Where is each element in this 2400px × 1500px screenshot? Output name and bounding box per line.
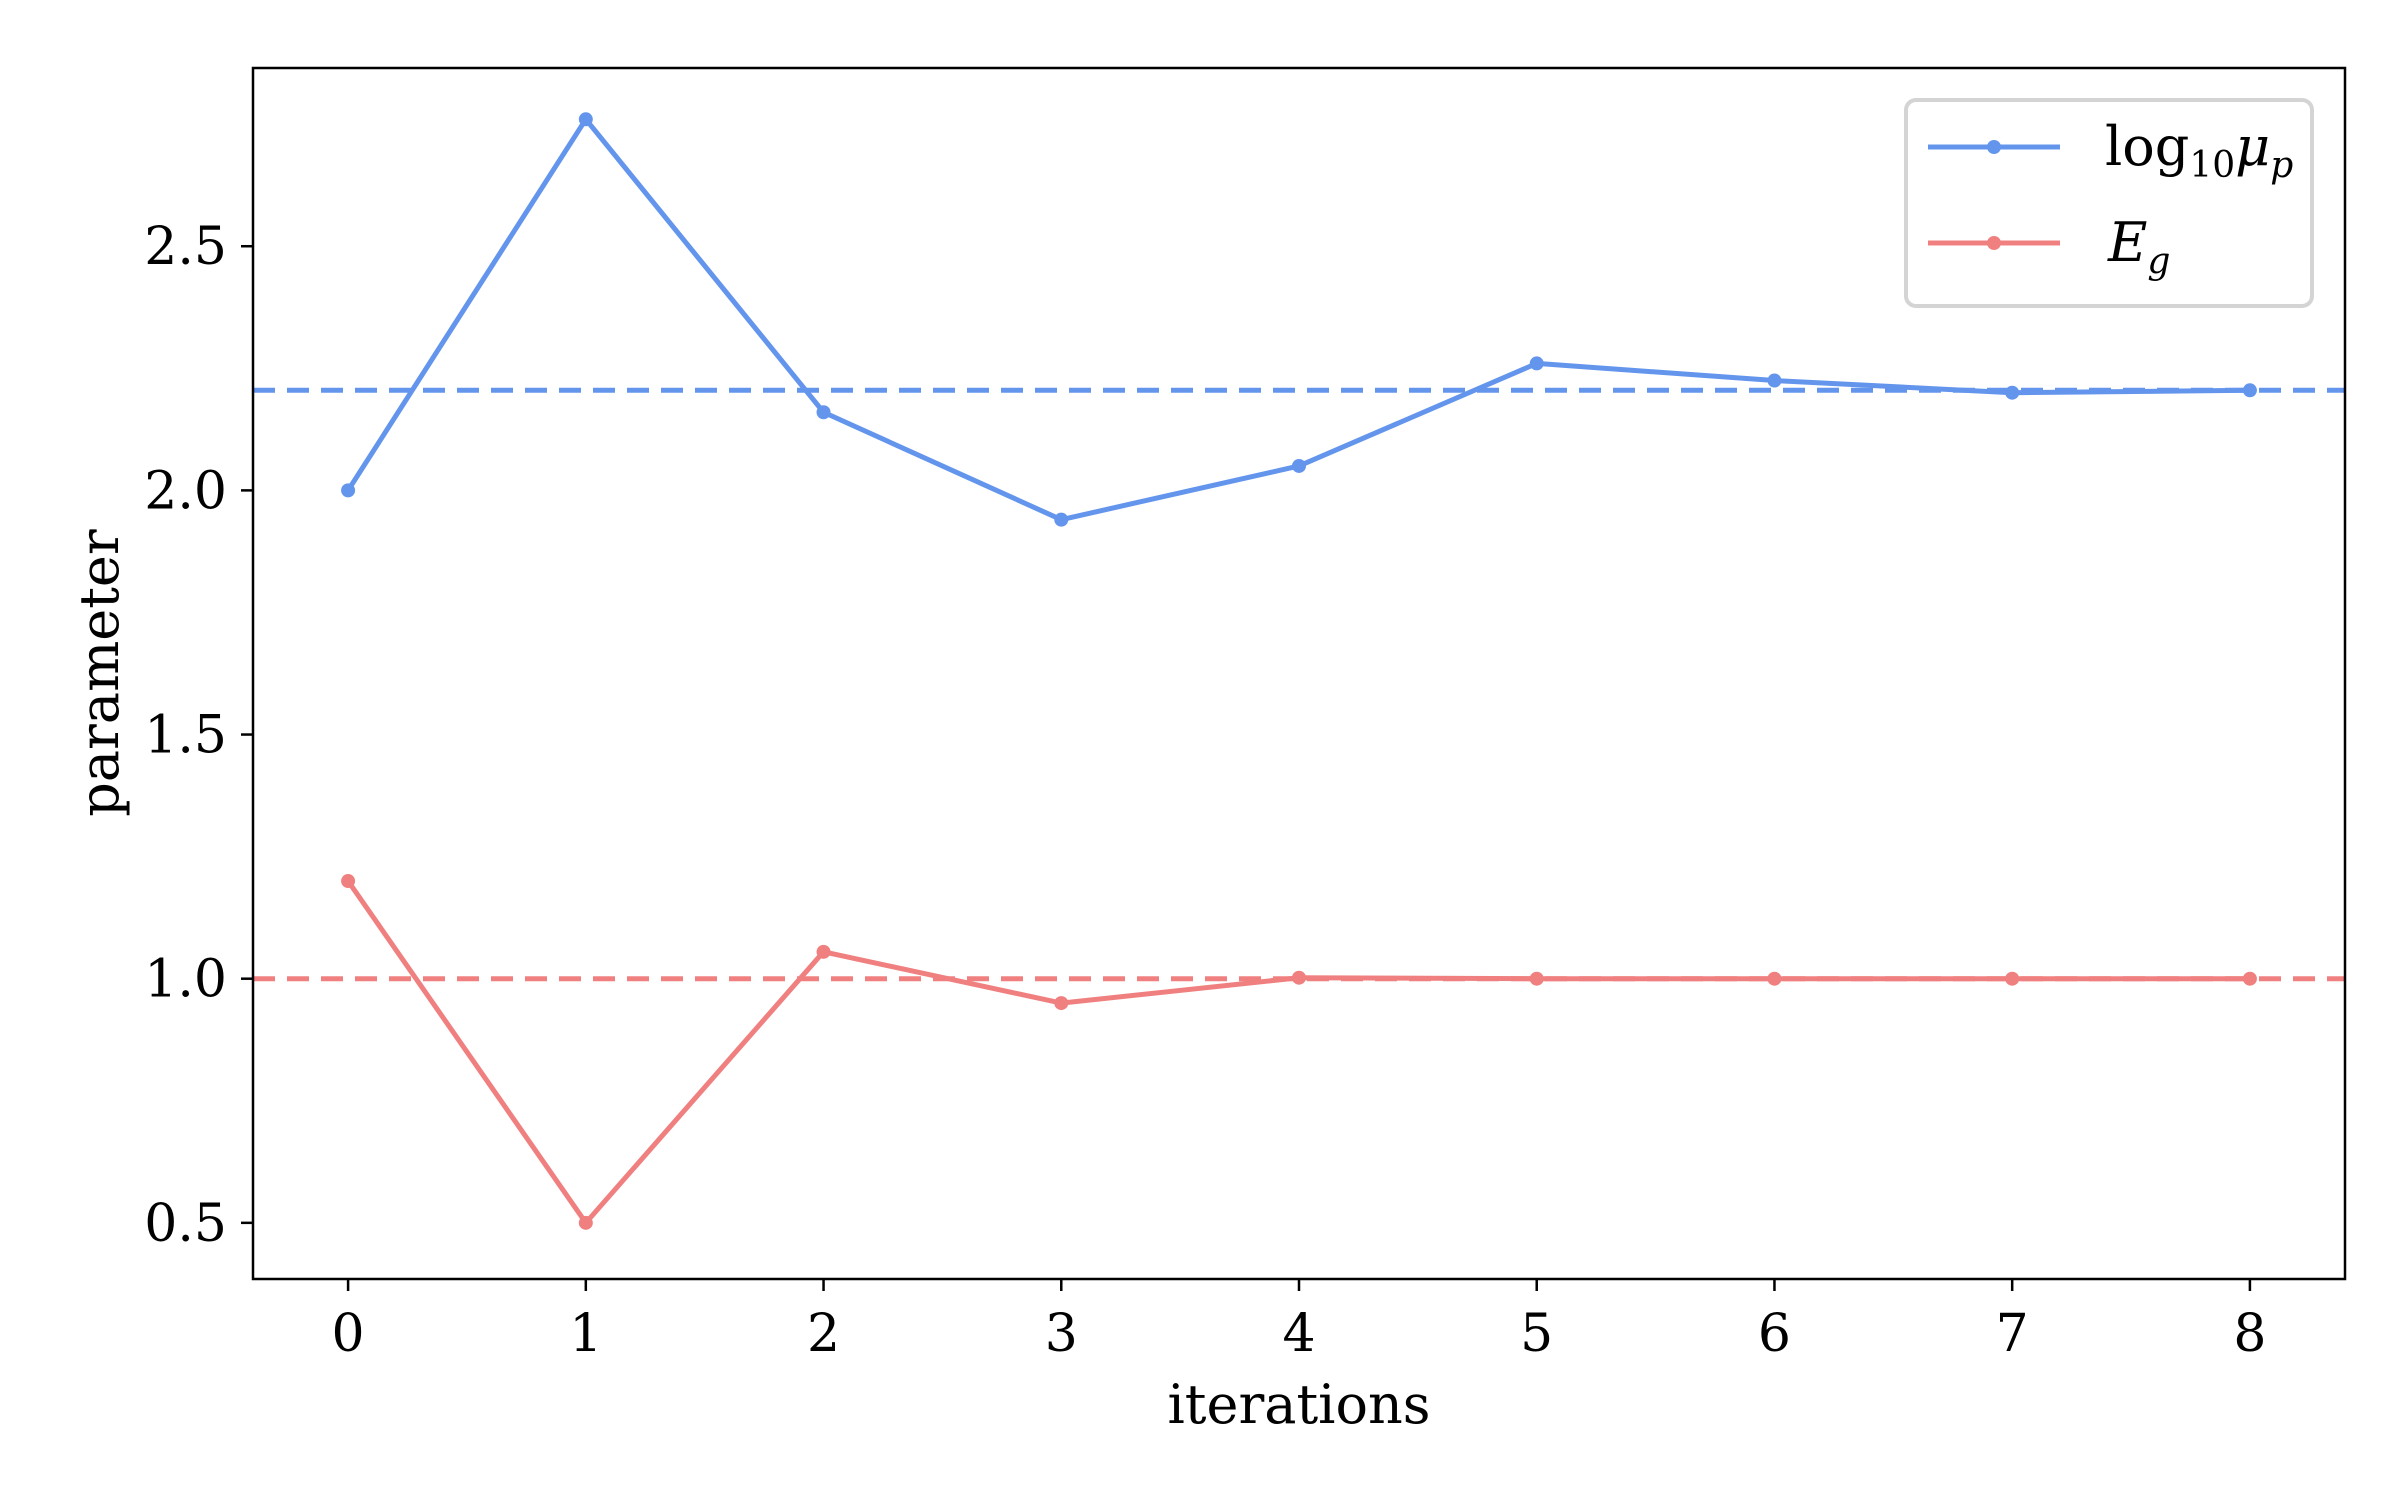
data-point-log10mu	[1292, 458, 1306, 473]
x-tick-label: 4	[1282, 1304, 1315, 1364]
legend-mu-subscript: p	[2270, 145, 2293, 186]
x-tick-label: 1	[569, 1304, 602, 1364]
legend-marker-log10mu	[1987, 140, 2001, 154]
data-point-log10mu	[816, 405, 831, 420]
legend-label-log10mu: log10μp	[2105, 115, 2293, 186]
data-point-Eg	[1767, 971, 1782, 986]
data-point-log10mu	[2242, 383, 2257, 398]
legend-e-symbol: E	[2107, 211, 2147, 274]
data-point-log10mu	[578, 112, 593, 127]
data-point-Eg	[1529, 971, 1544, 986]
x-tick-label: 3	[1045, 1304, 1078, 1364]
x-axis-label: iterations	[1168, 1373, 1431, 1436]
legend-entry-log10mu: log10μp	[1928, 115, 2293, 186]
legend-log-subscript: 10	[2189, 145, 2235, 186]
x-tick-label: 2	[807, 1304, 840, 1364]
x-tick-label: 8	[2233, 1304, 2266, 1364]
x-tick-label: 5	[1520, 1304, 1553, 1364]
plot-content	[253, 112, 2345, 1230]
data-point-Eg	[341, 874, 356, 889]
legend-entry-eg: Eg	[1928, 211, 2170, 282]
data-point-Eg	[2005, 971, 2020, 986]
y-tick-label: 0.5	[144, 1194, 227, 1254]
y-tick-label: 2.0	[144, 461, 227, 521]
y-tick-label: 2.5	[144, 217, 227, 277]
data-point-log10mu	[1529, 356, 1544, 371]
y-axis-label: parameter	[68, 529, 131, 817]
legend-mu-symbol: μ	[2235, 115, 2270, 178]
data-point-log10mu	[1767, 373, 1782, 388]
data-point-Eg	[1054, 996, 1069, 1011]
data-point-Eg	[816, 944, 831, 959]
x-tick-label: 0	[332, 1304, 365, 1364]
legend-marker-eg	[1987, 236, 2001, 250]
data-point-log10mu	[1054, 512, 1069, 527]
data-point-log10mu	[2005, 385, 2020, 400]
data-point-log10mu	[341, 483, 356, 498]
legend: log10μp Eg	[1904, 98, 2314, 308]
legend-e-subscript: g	[2147, 241, 2170, 282]
legend-log-text: log	[2105, 115, 2189, 178]
x-tick-label: 7	[1996, 1304, 2029, 1364]
y-tick-label: 1.0	[144, 950, 227, 1010]
data-point-Eg	[578, 1215, 593, 1230]
legend-box	[1904, 98, 2314, 308]
y-tick-label: 1.5	[144, 706, 227, 766]
data-point-Eg	[2242, 971, 2257, 986]
legend-label-eg: Eg	[2107, 211, 2170, 282]
x-tick-label: 6	[1758, 1304, 1791, 1364]
data-point-Eg	[1292, 970, 1306, 985]
axes-layer: 0 1 2 3 4 5 6 7 8 0.5 1.0 1.5 2.0 2.5	[144, 66, 2347, 1364]
